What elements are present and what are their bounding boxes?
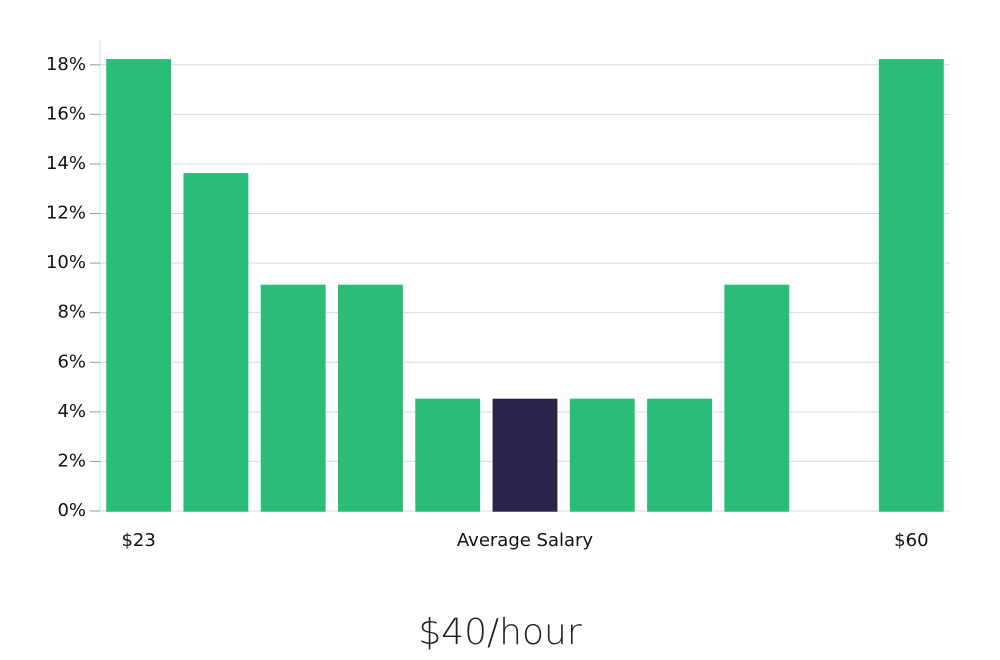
y-tick-label: 14% <box>46 153 86 174</box>
bar <box>878 59 944 512</box>
y-tick-label: 6% <box>57 351 86 372</box>
y-tick-label: 18% <box>46 54 86 75</box>
x-tick-label: Average Salary <box>457 530 594 551</box>
y-tick-label: 4% <box>57 401 86 422</box>
x-tick-label: $60 <box>894 530 928 551</box>
bar <box>492 398 558 512</box>
y-tick-label: 0% <box>57 500 86 521</box>
y-tick-label: 12% <box>46 203 86 224</box>
y-tick-label: 16% <box>46 103 86 124</box>
bar <box>415 398 481 512</box>
bar <box>183 173 249 512</box>
bar <box>338 284 403 512</box>
y-tick-label: 2% <box>57 450 86 471</box>
y-tick-label: 8% <box>57 302 86 323</box>
bar <box>569 398 635 512</box>
salary-annotation: $40/hour <box>418 612 582 653</box>
bar <box>260 284 326 512</box>
bar <box>724 284 790 512</box>
x-tick-label: $23 <box>121 530 155 551</box>
y-tick-label: 10% <box>46 252 86 273</box>
bar <box>647 398 712 512</box>
bar <box>106 59 172 512</box>
